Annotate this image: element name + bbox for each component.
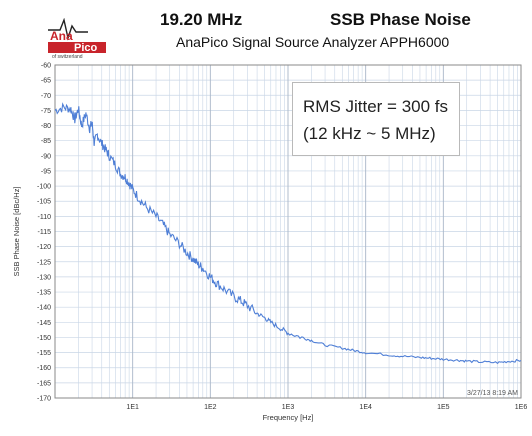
y-tick-label: -145 [37,320,51,327]
y-tick-label: -95 [41,168,51,175]
y-tick-label: -110 [38,214,52,221]
y-tick-label: -65 [41,78,51,85]
logo-waveform [48,18,88,41]
y-tick-label: -130 [37,274,51,281]
y-tick-label: -105 [37,199,51,206]
x-tick-label: 1E5 [437,404,450,411]
chart-subtitle: AnaPico Signal Source Analyzer APPH6000 [176,34,450,50]
y-tick-label: -90 [41,153,51,160]
y-tick-label: -80 [41,123,51,130]
y-tick-label: -135 [37,290,51,297]
x-axis-ticks: 1E1 1E2 1E3 1E4 1E5 1E6 [126,404,527,411]
logo-tagline: of switzerland [52,54,83,60]
y-axis-label: SSB Phase Noise [dBc/Hz] [12,186,21,276]
y-tick-label: -115 [38,229,52,236]
logo-red-bar [48,42,106,53]
logo-text-pico: Pico [74,42,98,54]
x-axis-label: Frequency [Hz] [263,413,314,422]
timestamp: 3/27/13 8:19 AM [467,390,518,397]
y-tick-label: -165 [37,380,51,387]
x-tick-label: 1E6 [515,404,528,411]
y-tick-label: -75 [41,108,51,115]
y-tick-label: -60 [41,63,51,70]
rms-jitter-value: RMS Jitter = 300 fs [303,97,449,116]
chart-title: SSB Phase Noise [330,10,471,29]
anapico-logo: Ana Pico of switzerland [48,18,120,60]
x-tick-label: 1E3 [282,404,295,411]
rms-jitter-range: (12 kHz ~ 5 MHz) [303,124,436,143]
y-tick-label: -170 [37,396,51,403]
y-axis-ticks: -60 -65 -70 -75 -80 -85 -90 -95 -100 -105 -110 -115… [37,63,51,403]
y-tick-label: -155 [37,350,51,357]
carrier-frequency: 19.20 MHz [160,10,243,29]
y-tick-label: -125 [37,259,51,266]
rms-jitter-annotation: RMS Jitter = 300 fs (12 kHz ~ 5 MHz) [292,82,460,156]
x-tick-label: 1E4 [359,404,372,411]
logo-text-ana: Ana [50,29,73,43]
phase-noise-trace [54,102,522,365]
y-tick-label: -150 [37,335,51,342]
y-tick-label: -140 [37,305,51,312]
y-tick-label: -85 [41,138,51,145]
y-tick-label: -160 [37,365,51,372]
y-tick-label: -70 [41,93,51,100]
y-tick-label: -100 [37,184,51,191]
plot-frame [54,64,522,399]
x-tick-label: 1E1 [126,404,139,411]
y-tick-label: -120 [37,244,51,251]
x-tick-label: 1E2 [204,404,217,411]
